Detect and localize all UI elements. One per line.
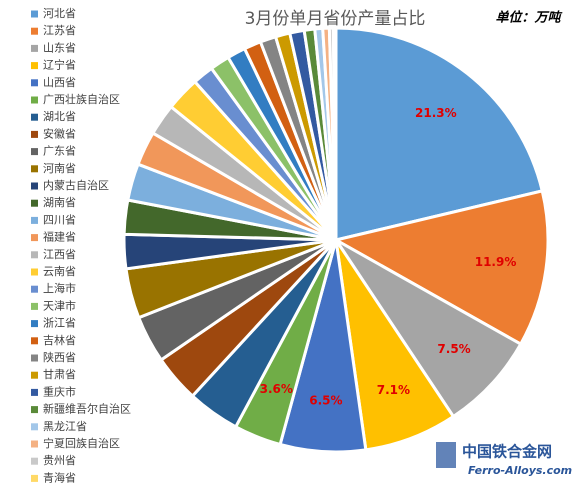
legend-swatch	[31, 474, 38, 482]
legend-swatch	[31, 320, 38, 328]
legend-swatch	[31, 302, 38, 310]
legend-swatch	[31, 113, 38, 121]
legend-swatch	[31, 251, 38, 259]
legend-label: 陕西省	[43, 350, 76, 364]
legend-swatch	[31, 199, 38, 207]
legend-label: 广西壮族自治区	[43, 92, 120, 106]
legend-swatch	[31, 96, 38, 104]
data-label: 11.9%	[475, 255, 517, 269]
chart-title: 3月份单月省份产量占比	[245, 9, 426, 29]
legend-label: 山东省	[43, 41, 76, 54]
legend-swatch	[31, 79, 38, 87]
legend-swatch	[31, 10, 38, 18]
legend-swatch	[31, 182, 38, 190]
legend-label: 河北省	[43, 7, 76, 20]
legend-swatch	[31, 27, 38, 35]
unit-note: 单位：万吨	[495, 10, 562, 26]
legend-swatch	[31, 337, 38, 345]
legend-swatch	[31, 234, 38, 242]
legend-label: 福建省	[43, 230, 76, 244]
pie-slice	[331, 26, 338, 241]
legend-swatch	[31, 268, 38, 276]
legend-swatch	[31, 388, 38, 396]
legend-swatch	[31, 285, 38, 293]
legend-swatch	[31, 148, 38, 156]
legend-swatch	[31, 44, 38, 52]
data-label: 7.5%	[437, 342, 470, 356]
legend-label: 河南省	[43, 162, 76, 175]
legend-label: 云南省	[43, 265, 76, 278]
legend-label: 青海省	[43, 470, 76, 484]
legend-swatch	[31, 440, 38, 448]
legend-label: 甘肃省	[43, 368, 76, 381]
legend-swatch	[31, 406, 38, 414]
data-label: 7.1%	[377, 383, 410, 397]
legend-label: 新疆维吾尔自治区	[43, 402, 131, 416]
pie-slice	[331, 189, 550, 347]
legend-label: 安徽省	[43, 126, 76, 140]
legend-swatch	[31, 130, 38, 138]
legend-label: 黑龙江省	[43, 420, 87, 433]
legend-swatch	[31, 62, 38, 70]
legend-label: 贵州省	[43, 454, 76, 467]
legend-label: 山西省	[43, 76, 76, 89]
legend-label: 内蒙古自治区	[43, 178, 109, 192]
legend-swatch	[31, 423, 38, 431]
legend-swatch	[31, 371, 38, 379]
legend-label: 四川省	[43, 213, 76, 226]
pie-slice	[334, 26, 545, 242]
legend-label: 天津市	[43, 298, 76, 312]
legend-label: 湖北省	[43, 110, 76, 123]
legend-swatch	[31, 457, 38, 465]
legend-label: 江西省	[43, 248, 76, 261]
watermark-name: 中国铁合金网	[462, 443, 552, 461]
data-label: 6.5%	[309, 393, 342, 407]
legend-label: 重庆市	[43, 384, 76, 398]
legend-swatch	[31, 165, 38, 173]
legend-label: 浙江省	[43, 317, 76, 330]
data-label: 3.6%	[260, 382, 293, 396]
legend-label: 湖南省	[43, 196, 76, 209]
legend-swatch	[31, 354, 38, 362]
legend-label: 吉林省	[43, 333, 76, 347]
data-label: 21.3%	[415, 106, 457, 120]
legend-label: 江苏省	[43, 24, 76, 37]
watermark-url: Ferro-Alloys.com	[468, 464, 572, 477]
legend-label: 上海市	[43, 281, 76, 295]
legend-label: 辽宁省	[43, 58, 76, 72]
legend-label: 宁夏回族自治区	[43, 436, 120, 450]
watermark-logo	[436, 442, 456, 468]
legend-swatch	[31, 216, 38, 224]
pie-slice	[334, 238, 523, 419]
legend-label: 广东省	[43, 145, 76, 158]
watermark: 中国铁合金网 Ferro-Alloys.com	[436, 442, 572, 477]
